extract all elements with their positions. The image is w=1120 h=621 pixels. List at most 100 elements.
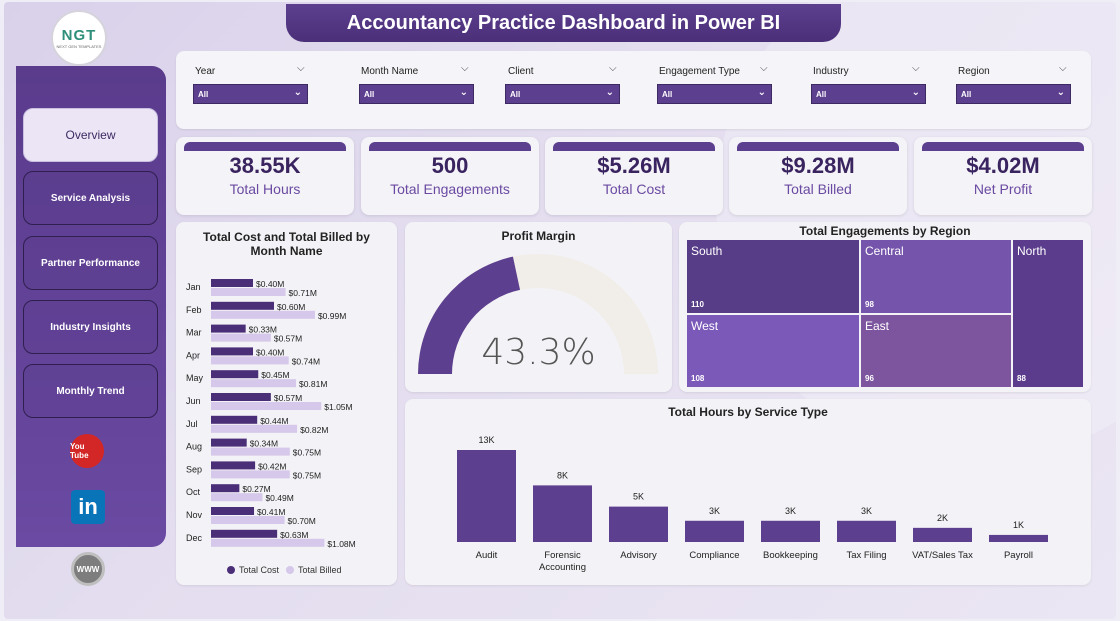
nav-partner-performance-button[interactable]: Partner Performance xyxy=(23,236,158,290)
service-bar[interactable] xyxy=(457,450,516,542)
kpi-card-total-engagements: 500 Total Engagements xyxy=(361,137,539,215)
filter-label: Industry xyxy=(813,66,849,77)
linkedin-icon[interactable]: in xyxy=(71,490,105,524)
engagement-type-dropdown[interactable]: All ⌄ xyxy=(657,84,772,104)
bar-total-cost[interactable] xyxy=(211,279,253,287)
service-bar[interactable] xyxy=(989,534,1048,542)
service-bar[interactable] xyxy=(685,520,744,542)
website-globe-icon[interactable]: WWW xyxy=(71,552,105,586)
data-label-billed: $0.57M xyxy=(274,334,302,344)
chart-legend: Total Cost Total Billed xyxy=(227,565,342,575)
bar-total-cost[interactable] xyxy=(211,347,253,356)
y-tick-label: May xyxy=(186,373,204,383)
x-tick-label: Tax Filing xyxy=(846,550,886,561)
logo-subtext: NEXT GEN TEMPLATES xyxy=(56,44,102,49)
bar-total-billed[interactable] xyxy=(211,333,271,342)
chevron-down-icon[interactable]: ⌵ xyxy=(461,63,469,74)
treemap-cell-east[interactable]: East 96 xyxy=(861,315,1011,387)
bar-total-cost[interactable] xyxy=(211,324,246,333)
year-dropdown[interactable]: All ⌄ xyxy=(193,84,308,104)
kpi-value: $4.02M xyxy=(966,153,1040,178)
chevron-down-icon[interactable]: ⌵ xyxy=(912,63,920,74)
data-label-cost: $0.33M xyxy=(249,325,277,335)
data-label-billed: $0.71M xyxy=(289,288,317,298)
chevron-down-icon: ⌄ xyxy=(1056,87,1065,98)
nav-service-analysis-button[interactable]: Service Analysis xyxy=(23,171,158,225)
data-label-billed: $0.81M xyxy=(299,379,327,389)
data-label-cost: $0.45M xyxy=(261,370,289,380)
bar-total-billed[interactable] xyxy=(211,402,322,410)
y-tick-label: Feb xyxy=(186,305,202,315)
kpi-card-total-cost: $5.26M Total Cost xyxy=(545,137,723,215)
gauge-fill[interactable] xyxy=(418,256,521,374)
company-logo: NGT NEXT GEN TEMPLATES xyxy=(51,10,107,66)
nav-label: Partner Performance xyxy=(41,257,140,269)
legend-label: Total Billed xyxy=(298,565,342,575)
chevron-down-icon: ⌄ xyxy=(605,87,614,98)
kpi-value: $9.28M xyxy=(781,153,855,178)
data-label-cost: $0.41M xyxy=(257,507,285,517)
data-label-cost: $0.63M xyxy=(280,530,308,540)
chevron-down-icon[interactable]: ⌵ xyxy=(297,63,305,74)
bar-total-billed[interactable] xyxy=(211,356,289,365)
bar-total-billed[interactable] xyxy=(211,424,298,433)
bar-total-cost[interactable] xyxy=(211,301,274,310)
bar-total-billed[interactable] xyxy=(211,516,285,524)
service-bar[interactable] xyxy=(609,506,668,542)
service-bar[interactable] xyxy=(913,527,972,542)
treemap-cell-central[interactable]: Central 98 xyxy=(861,240,1011,313)
treemap-label: North xyxy=(1017,244,1047,258)
youtube-icon[interactable]: You Tube xyxy=(70,434,104,468)
filter-label: Year xyxy=(195,66,216,77)
bar-total-billed[interactable] xyxy=(211,310,315,319)
bar-total-billed[interactable] xyxy=(211,447,290,456)
service-bar[interactable] xyxy=(533,485,592,542)
legend-swatch-billed xyxy=(286,566,295,574)
x-tick-label: Payroll xyxy=(1004,550,1033,561)
client-dropdown[interactable]: All ⌄ xyxy=(505,84,620,104)
hours-by-service-card: Total Hours by Service Type 13K Audit 8K Fo… xyxy=(405,399,1091,585)
bar-total-cost[interactable] xyxy=(211,484,240,493)
region-dropdown[interactable]: All ⌄ xyxy=(956,84,1071,104)
x-tick-label: VAT/Sales Tax xyxy=(912,550,973,561)
data-label-billed: $1.08M xyxy=(327,539,355,549)
nav-overview-button[interactable]: Overview xyxy=(23,108,158,162)
treemap-label: Central xyxy=(865,244,904,258)
chevron-down-icon[interactable]: ⌵ xyxy=(609,63,617,74)
bar-total-cost[interactable] xyxy=(211,461,256,470)
bar-total-billed[interactable] xyxy=(211,288,286,296)
treemap-cell-west[interactable]: West 108 xyxy=(687,315,859,387)
bar-total-cost[interactable] xyxy=(211,438,247,447)
engagements-by-region-card: Total Engagements by Region South 110 Ce… xyxy=(679,222,1091,392)
y-tick-label: Aug xyxy=(186,442,202,452)
data-label: 5K xyxy=(633,492,644,502)
bar-total-billed[interactable] xyxy=(211,379,297,388)
bar-total-cost[interactable] xyxy=(211,393,271,401)
bar-total-billed[interactable] xyxy=(211,538,325,547)
treemap-cell-north[interactable]: North 88 xyxy=(1013,240,1083,387)
treemap-label: East xyxy=(865,319,890,333)
dropdown-value: All xyxy=(816,89,827,99)
service-bar[interactable] xyxy=(837,520,896,542)
bar-total-cost[interactable] xyxy=(211,415,258,424)
x-tick-label: Advisory xyxy=(620,550,657,561)
bar-total-cost[interactable] xyxy=(211,529,278,538)
data-label-billed: $0.74M xyxy=(292,356,320,366)
data-label-billed: $0.82M xyxy=(300,425,328,435)
chevron-down-icon[interactable]: ⌵ xyxy=(1059,63,1067,74)
nav-monthly-trend-button[interactable]: Monthly Trend xyxy=(23,364,158,418)
nav-industry-insights-button[interactable]: Industry Insights xyxy=(23,300,158,354)
bar-total-cost[interactable] xyxy=(211,507,255,515)
treemap-cell-south[interactable]: South 110 xyxy=(687,240,859,313)
data-label-billed: $0.70M xyxy=(288,516,316,526)
bar-total-billed[interactable] xyxy=(211,493,263,502)
service-bar[interactable] xyxy=(761,520,820,542)
dropdown-value: All xyxy=(662,89,673,99)
industry-dropdown[interactable]: All ⌄ xyxy=(811,84,926,104)
month-dropdown[interactable]: All ⌄ xyxy=(359,84,474,104)
data-label-cost: $0.40M xyxy=(256,279,284,289)
bar-total-billed[interactable] xyxy=(211,470,290,479)
chevron-down-icon[interactable]: ⌵ xyxy=(760,63,768,74)
nav-label: Overview xyxy=(65,128,116,142)
bar-total-cost[interactable] xyxy=(211,370,259,379)
